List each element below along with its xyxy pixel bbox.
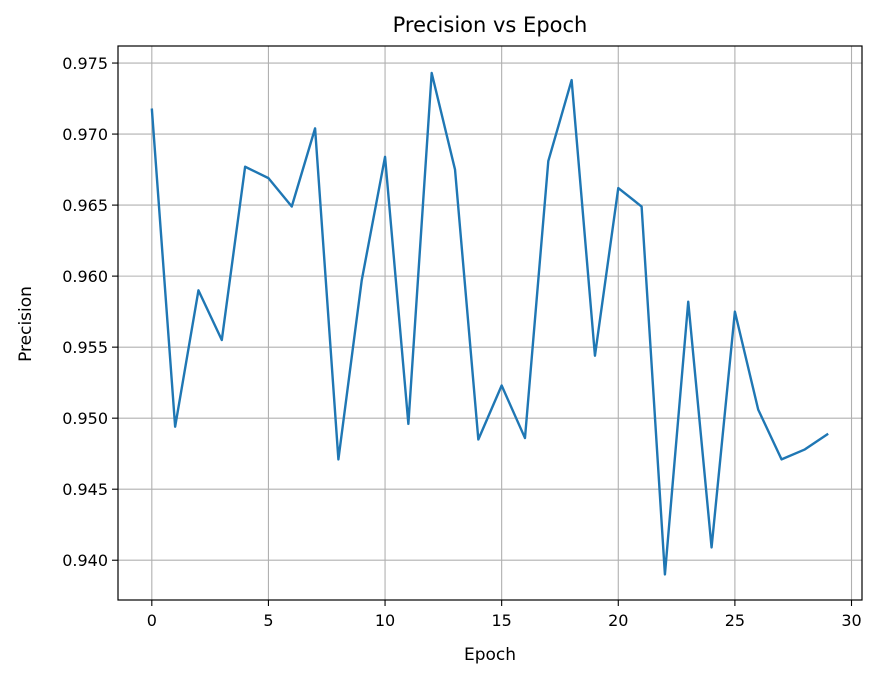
chart-title: Precision vs Epoch (393, 13, 588, 37)
x-axis-ticks: 0 5 10 15 20 25 30 (147, 600, 862, 630)
y-axis-ticks: 0.940 0.945 0.950 0.955 0.960 0.965 0.970 0.975 (62, 54, 118, 570)
x-axis-label: Epoch (464, 645, 516, 665)
x-tick-label: 20 (608, 611, 628, 630)
y-tick-label: 0.940 (62, 551, 108, 570)
y-tick-label: 0.960 (62, 267, 108, 286)
x-tick-label: 10 (375, 611, 395, 630)
x-tick-label: 5 (263, 611, 273, 630)
y-tick-label: 0.955 (62, 338, 108, 357)
y-tick-label: 0.950 (62, 409, 108, 428)
y-tick-label: 0.945 (62, 480, 108, 499)
x-tick-label: 25 (725, 611, 745, 630)
y-tick-label: 0.965 (62, 196, 108, 215)
y-axis-label: Precision (16, 286, 36, 362)
grid-lines (118, 46, 862, 600)
x-tick-label: 15 (491, 611, 511, 630)
x-tick-label: 30 (841, 611, 861, 630)
data-series (150, 71, 829, 576)
x-tick-label: 0 (147, 611, 157, 630)
plot-frame (117, 45, 863, 601)
precision-line (150, 71, 829, 576)
y-tick-label: 0.970 (62, 125, 108, 144)
y-tick-label: 0.975 (62, 54, 108, 73)
